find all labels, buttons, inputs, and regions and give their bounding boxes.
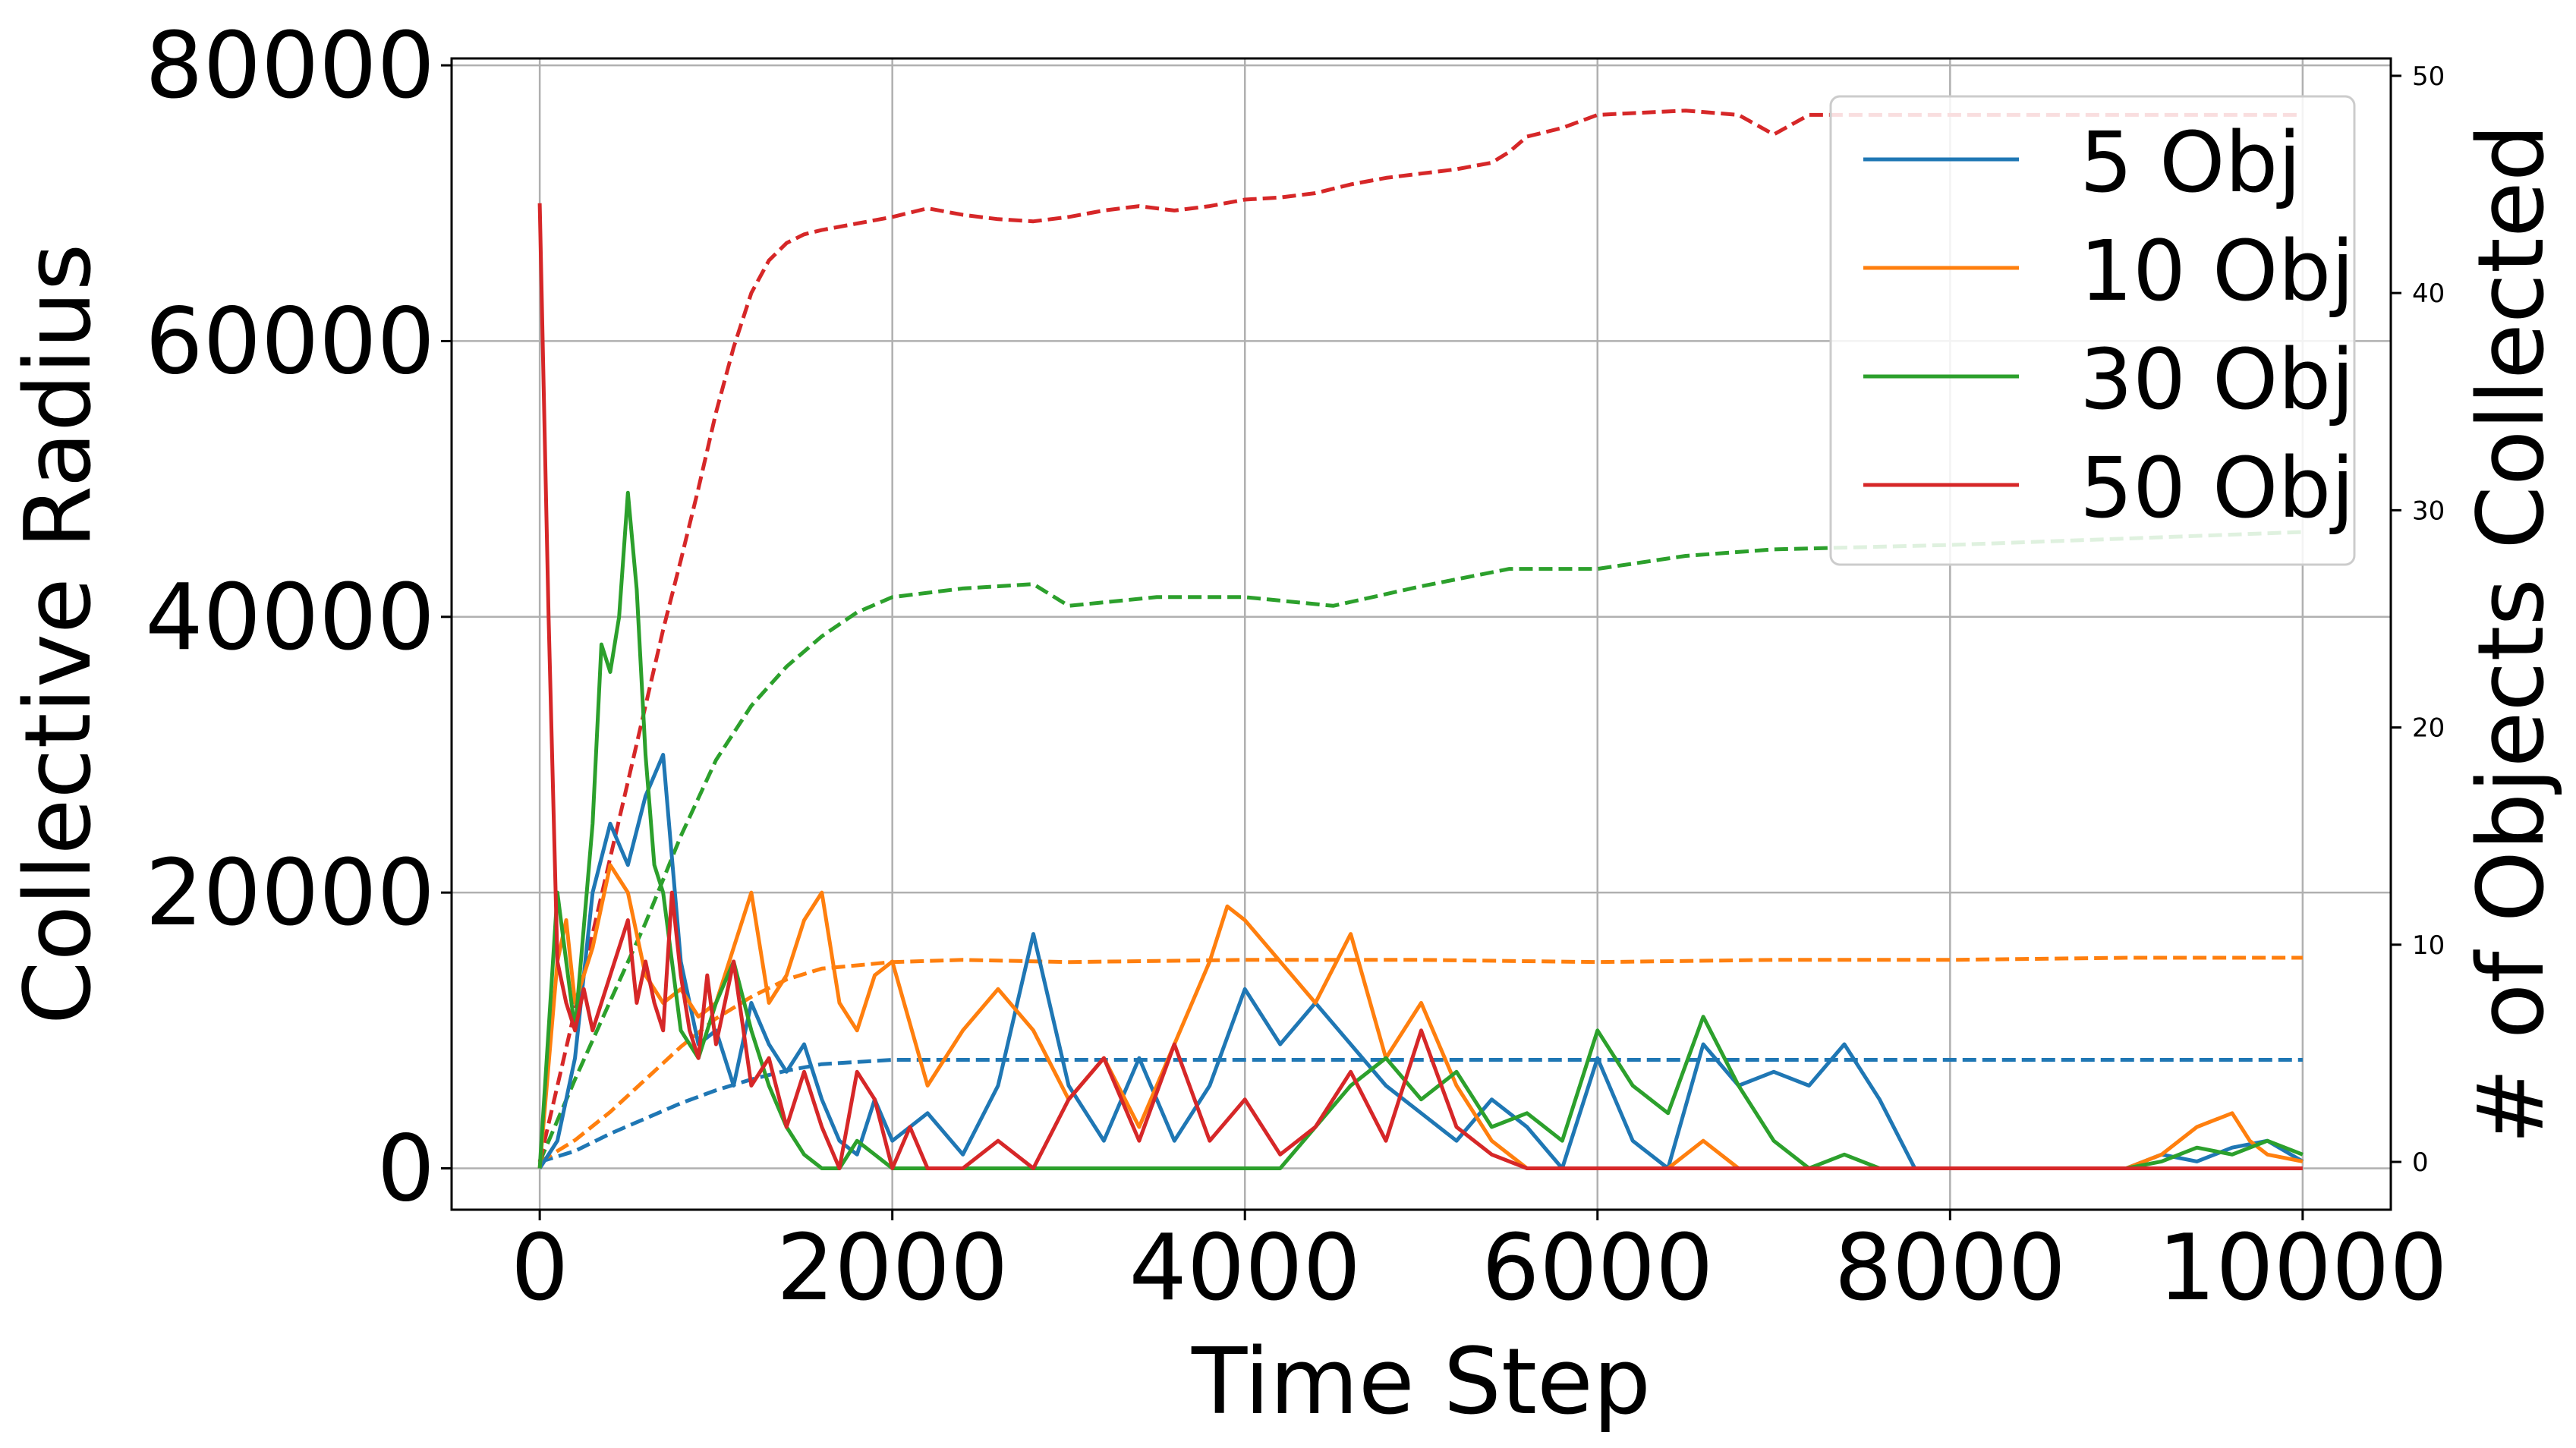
axis-ticks: 0 2000 4000 6000 8000 10000 0 20000 40000 60000 80… <box>145 14 2447 1321</box>
y2-tick-label: 40 <box>2412 279 2445 309</box>
y2-tick-label: 50 <box>2412 61 2445 92</box>
radius-line-50-obj <box>537 203 2303 1170</box>
y-tick-label: 60000 <box>145 289 435 395</box>
legend-label: 5 Obj <box>2080 114 2301 211</box>
legend-label: 10 Obj <box>2080 222 2354 320</box>
radius-line-30-obj <box>537 490 2304 1170</box>
x-tick-label: 10000 <box>2158 1216 2448 1321</box>
x-tick-label: 0 <box>511 1216 568 1321</box>
y2-tick-label: 20 <box>2412 713 2445 744</box>
legend: 5 Obj 10 Obj 30 Obj 50 Obj <box>1829 95 2356 566</box>
plot-frame <box>450 57 2392 1211</box>
x-tick-label: 4000 <box>1129 1216 1361 1321</box>
legend-label: 50 Obj <box>2080 439 2354 537</box>
y2-tick-label: 0 <box>2412 1147 2429 1178</box>
plot-series <box>537 109 2304 1170</box>
y-tick-label: 20000 <box>145 841 435 946</box>
y-tick-label: 0 <box>377 1116 435 1222</box>
collected-line-50-obj <box>537 109 2303 1163</box>
y2-tick-label: 10 <box>2412 930 2445 961</box>
collected-line-5-obj <box>539 1058 2303 1164</box>
x-tick-label: 6000 <box>1482 1216 1713 1321</box>
x-tick-label: 2000 <box>776 1216 1008 1321</box>
x-axis-title: Time Step <box>1191 1330 1651 1435</box>
legend-label: 30 Obj <box>2080 331 2354 428</box>
y-tick-label: 40000 <box>145 565 435 671</box>
y2-tick-label: 30 <box>2412 496 2445 526</box>
y-axis-title: Collective Radius <box>6 244 112 1025</box>
y-tick-label: 80000 <box>145 14 435 119</box>
x-tick-label: 8000 <box>1834 1216 2066 1321</box>
collected-line-30-obj <box>537 530 2303 1163</box>
legend-box <box>1829 95 2356 566</box>
y2-axis-title: # of Objects Collected <box>2459 124 2565 1144</box>
